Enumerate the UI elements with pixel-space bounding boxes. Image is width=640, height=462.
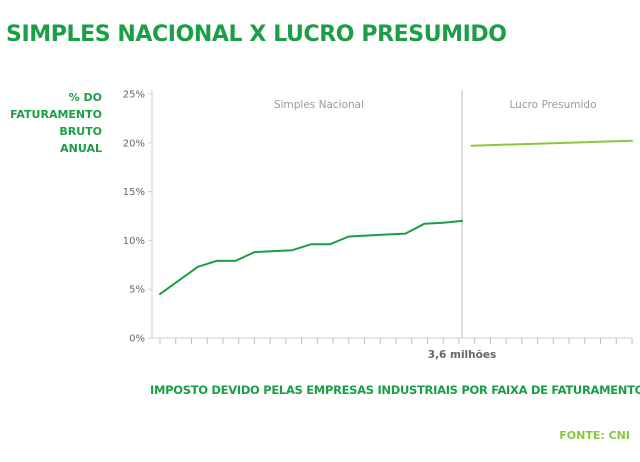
y-tick-label: 0% [129,334,145,345]
series-line-lucro-presumido [470,139,633,147]
x-axis-label: IMPOSTO DEVIDO PELAS EMPRESAS INDUSTRIAI… [150,383,640,397]
source-label: FONTE: CNI [559,429,630,442]
series-line-simples-nacional [159,219,464,296]
threshold-label: 3,6 milhões [428,349,496,361]
chart-title: SIMPLES NACIONAL X LUCRO PRESUMIDO [6,22,507,47]
y-axis-label-line: BRUTO [59,125,102,138]
region-label-simples: Simples Nacional [274,99,364,111]
y-tick-label: 15% [123,187,145,198]
y-axis-label-line: % DO [68,91,102,104]
y-tick-label: 5% [129,285,145,296]
y-tick-label: 25% [123,90,145,101]
y-axis-label-line: FATURAMENTO [10,108,102,121]
y-axis-label: % DO FATURAMENTO BRUTO ANUAL [0,89,102,157]
y-axis-label-line: ANUAL [60,142,102,155]
region-label-lucro: Lucro Presumido [510,99,597,111]
y-tick-label: 20% [123,138,145,149]
y-tick-label: 10% [123,236,145,247]
